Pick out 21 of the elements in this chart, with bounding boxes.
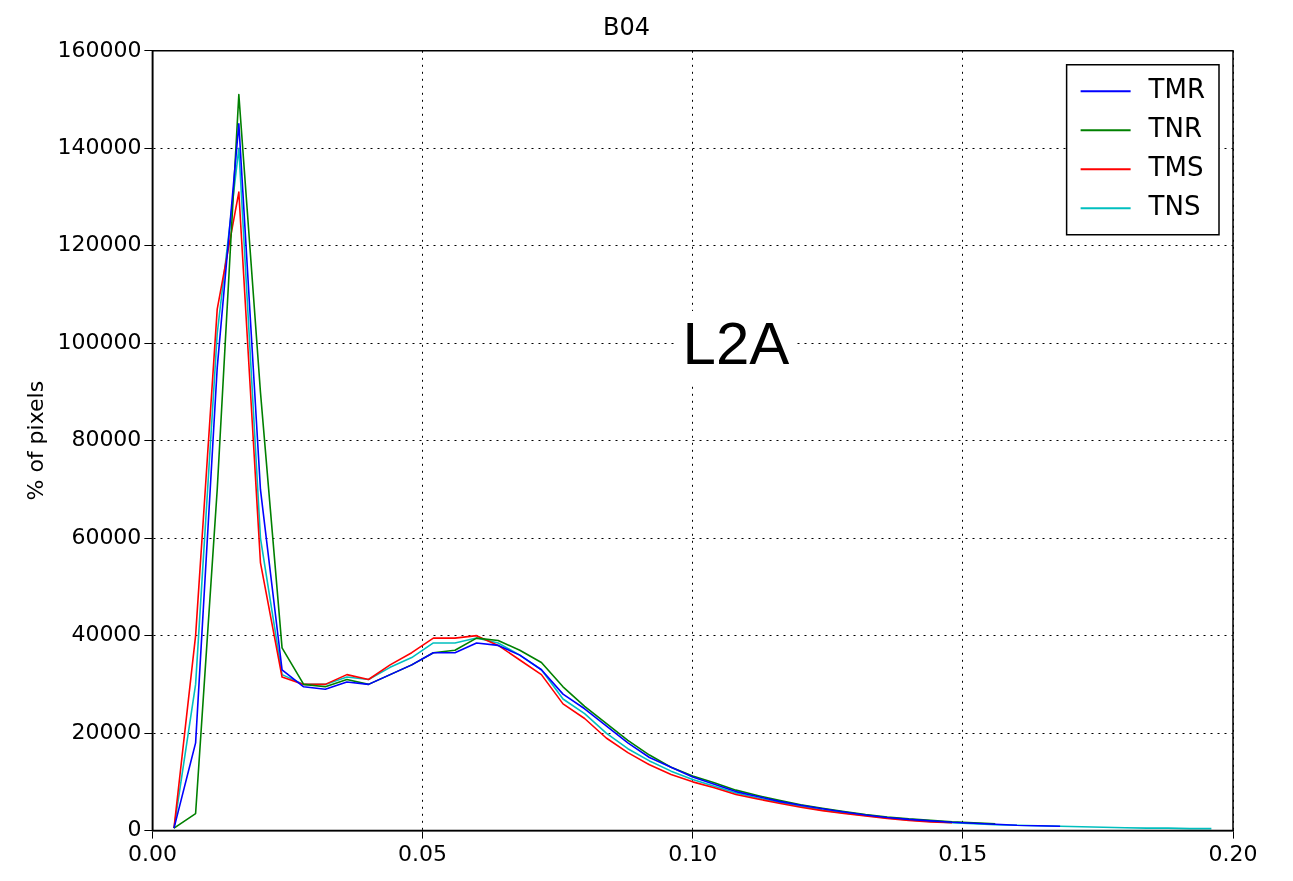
y-tick-label: 140000 bbox=[57, 133, 142, 159]
x-tick-label: 0.00 bbox=[127, 840, 177, 866]
y-tick-label: 20000 bbox=[71, 718, 142, 744]
annotation: L2A bbox=[682, 309, 790, 377]
legend-label: TMS bbox=[1147, 152, 1204, 183]
legend-label: TNR bbox=[1147, 113, 1203, 144]
y-tick-label: 40000 bbox=[71, 621, 142, 647]
y-tick-label: 80000 bbox=[71, 426, 142, 452]
x-tick-label: 0.10 bbox=[668, 840, 718, 866]
legend-label: TMR bbox=[1147, 74, 1206, 105]
x-tick-label: 0.15 bbox=[938, 840, 988, 866]
y-tick-label: 100000 bbox=[57, 328, 142, 354]
y-tick-label: 120000 bbox=[57, 231, 142, 257]
y-axis-title: % of pixels bbox=[22, 380, 48, 501]
legend-label: TNS bbox=[1147, 191, 1201, 222]
chart-title: B04 bbox=[602, 12, 651, 41]
x-tick-label: 0.20 bbox=[1208, 840, 1258, 866]
y-tick-label: 160000 bbox=[57, 36, 142, 62]
y-tick-label: 60000 bbox=[71, 523, 142, 549]
y-tick-label: 0 bbox=[127, 816, 142, 842]
x-tick-label: 0.05 bbox=[398, 840, 448, 866]
